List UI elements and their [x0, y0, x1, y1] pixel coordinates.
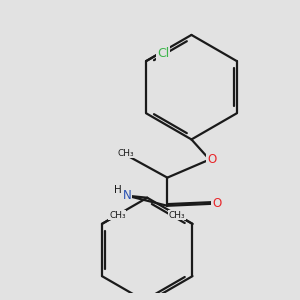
Text: N: N — [123, 189, 131, 202]
Text: O: O — [212, 197, 221, 210]
Text: Cl: Cl — [157, 46, 170, 60]
Text: CH₃: CH₃ — [117, 148, 134, 158]
Text: CH₃: CH₃ — [169, 211, 185, 220]
Text: H: H — [114, 185, 122, 195]
Text: O: O — [207, 153, 217, 166]
Text: CH₃: CH₃ — [109, 211, 126, 220]
